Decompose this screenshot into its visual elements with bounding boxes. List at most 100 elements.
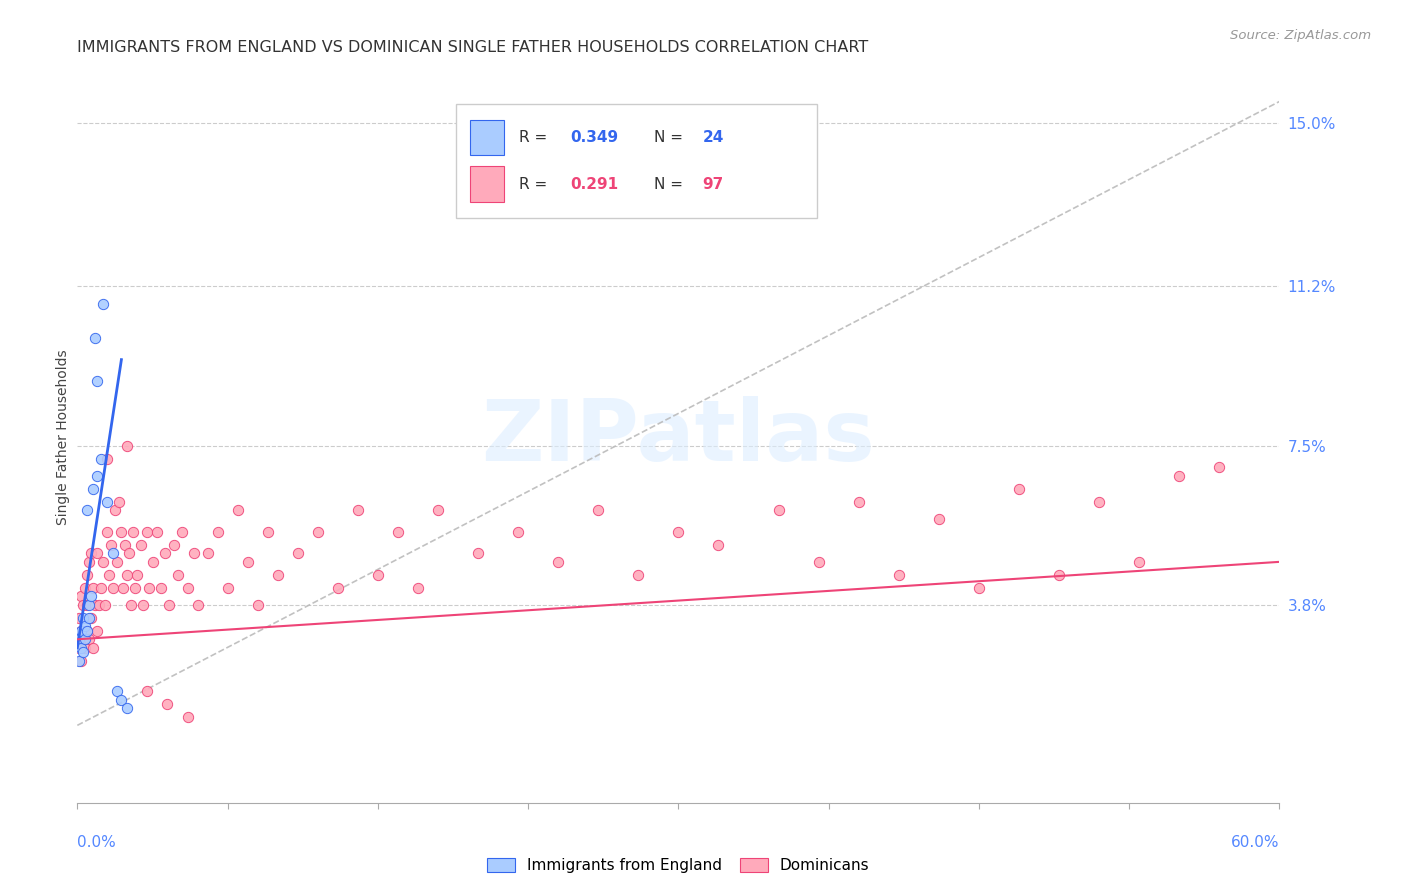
Point — [79, 632, 101, 647]
Point — [107, 684, 129, 698]
Point — [146, 524, 169, 539]
Point — [76, 624, 98, 638]
Point — [84, 598, 107, 612]
Point — [84, 331, 107, 345]
Point — [166, 567, 188, 582]
Point — [142, 555, 165, 569]
Point — [93, 555, 115, 569]
Point — [967, 581, 990, 595]
FancyBboxPatch shape — [471, 167, 505, 202]
Point — [98, 567, 121, 582]
Point — [96, 524, 118, 539]
Text: N =: N = — [654, 130, 688, 145]
Point — [467, 546, 489, 560]
Point — [1008, 482, 1031, 496]
Point — [86, 468, 108, 483]
Text: ZIPatlas: ZIPatlas — [481, 395, 876, 479]
Point — [367, 567, 389, 582]
Point — [108, 494, 131, 508]
Text: Source: ZipAtlas.com: Source: ZipAtlas.com — [1230, 29, 1371, 42]
Point — [90, 581, 112, 595]
Point — [347, 503, 370, 517]
Point — [267, 567, 290, 582]
Point — [94, 598, 117, 612]
Point — [170, 524, 193, 539]
Point — [928, 512, 950, 526]
Point — [86, 374, 108, 388]
Point — [226, 503, 249, 517]
Text: R =: R = — [519, 130, 551, 145]
Point — [75, 640, 97, 655]
Point — [72, 645, 94, 659]
Y-axis label: Single Father Households: Single Father Households — [56, 350, 70, 524]
Point — [427, 503, 450, 517]
Point — [76, 567, 98, 582]
Text: IMMIGRANTS FROM ENGLAND VS DOMINICAN SINGLE FATHER HOUSEHOLDS CORRELATION CHART: IMMIGRANTS FROM ENGLAND VS DOMINICAN SIN… — [77, 40, 869, 55]
Point — [807, 555, 830, 569]
Point — [72, 611, 94, 625]
Point — [112, 581, 135, 595]
Text: 0.291: 0.291 — [571, 177, 619, 192]
Text: 97: 97 — [703, 177, 724, 192]
Point — [86, 624, 108, 638]
Point — [82, 581, 104, 595]
Point — [707, 538, 730, 552]
Point — [117, 701, 139, 715]
Point — [72, 632, 94, 647]
FancyBboxPatch shape — [456, 104, 817, 218]
Point — [104, 503, 127, 517]
Point — [67, 611, 90, 625]
Point — [155, 546, 177, 560]
Point — [76, 624, 98, 638]
Point — [89, 598, 111, 612]
Point — [176, 710, 198, 724]
Point — [122, 524, 145, 539]
Legend: Immigrants from England, Dominicans: Immigrants from England, Dominicans — [481, 852, 876, 880]
Text: 60.0%: 60.0% — [1232, 836, 1279, 850]
Point — [118, 546, 141, 560]
Point — [107, 555, 129, 569]
Text: R =: R = — [519, 177, 551, 192]
Point — [103, 546, 125, 560]
Point — [100, 538, 122, 552]
Point — [96, 451, 118, 466]
Point — [768, 503, 790, 517]
Point — [131, 538, 153, 552]
Point — [156, 697, 179, 711]
Point — [387, 524, 409, 539]
Point — [138, 581, 160, 595]
Point — [162, 538, 184, 552]
Point — [90, 451, 112, 466]
Point — [80, 546, 103, 560]
Point — [70, 589, 93, 603]
Point — [70, 624, 93, 638]
FancyBboxPatch shape — [471, 120, 505, 155]
Point — [406, 581, 429, 595]
Point — [120, 598, 142, 612]
Point — [1208, 460, 1230, 475]
Point — [197, 546, 219, 560]
Point — [72, 598, 94, 612]
Text: 24: 24 — [703, 130, 724, 145]
Point — [256, 524, 278, 539]
Point — [86, 546, 108, 560]
Point — [547, 555, 569, 569]
Point — [67, 654, 90, 668]
Point — [183, 546, 205, 560]
Point — [187, 598, 209, 612]
Point — [136, 684, 159, 698]
Point — [76, 598, 98, 612]
Point — [1088, 494, 1111, 508]
Point — [1168, 468, 1191, 483]
Point — [668, 524, 690, 539]
Point — [217, 581, 239, 595]
Point — [236, 555, 259, 569]
Point — [1128, 555, 1150, 569]
Point — [67, 632, 90, 647]
Point — [96, 494, 118, 508]
Point — [124, 581, 146, 595]
Point — [82, 640, 104, 655]
Point — [246, 598, 269, 612]
Point — [848, 494, 870, 508]
Point — [1047, 567, 1070, 582]
